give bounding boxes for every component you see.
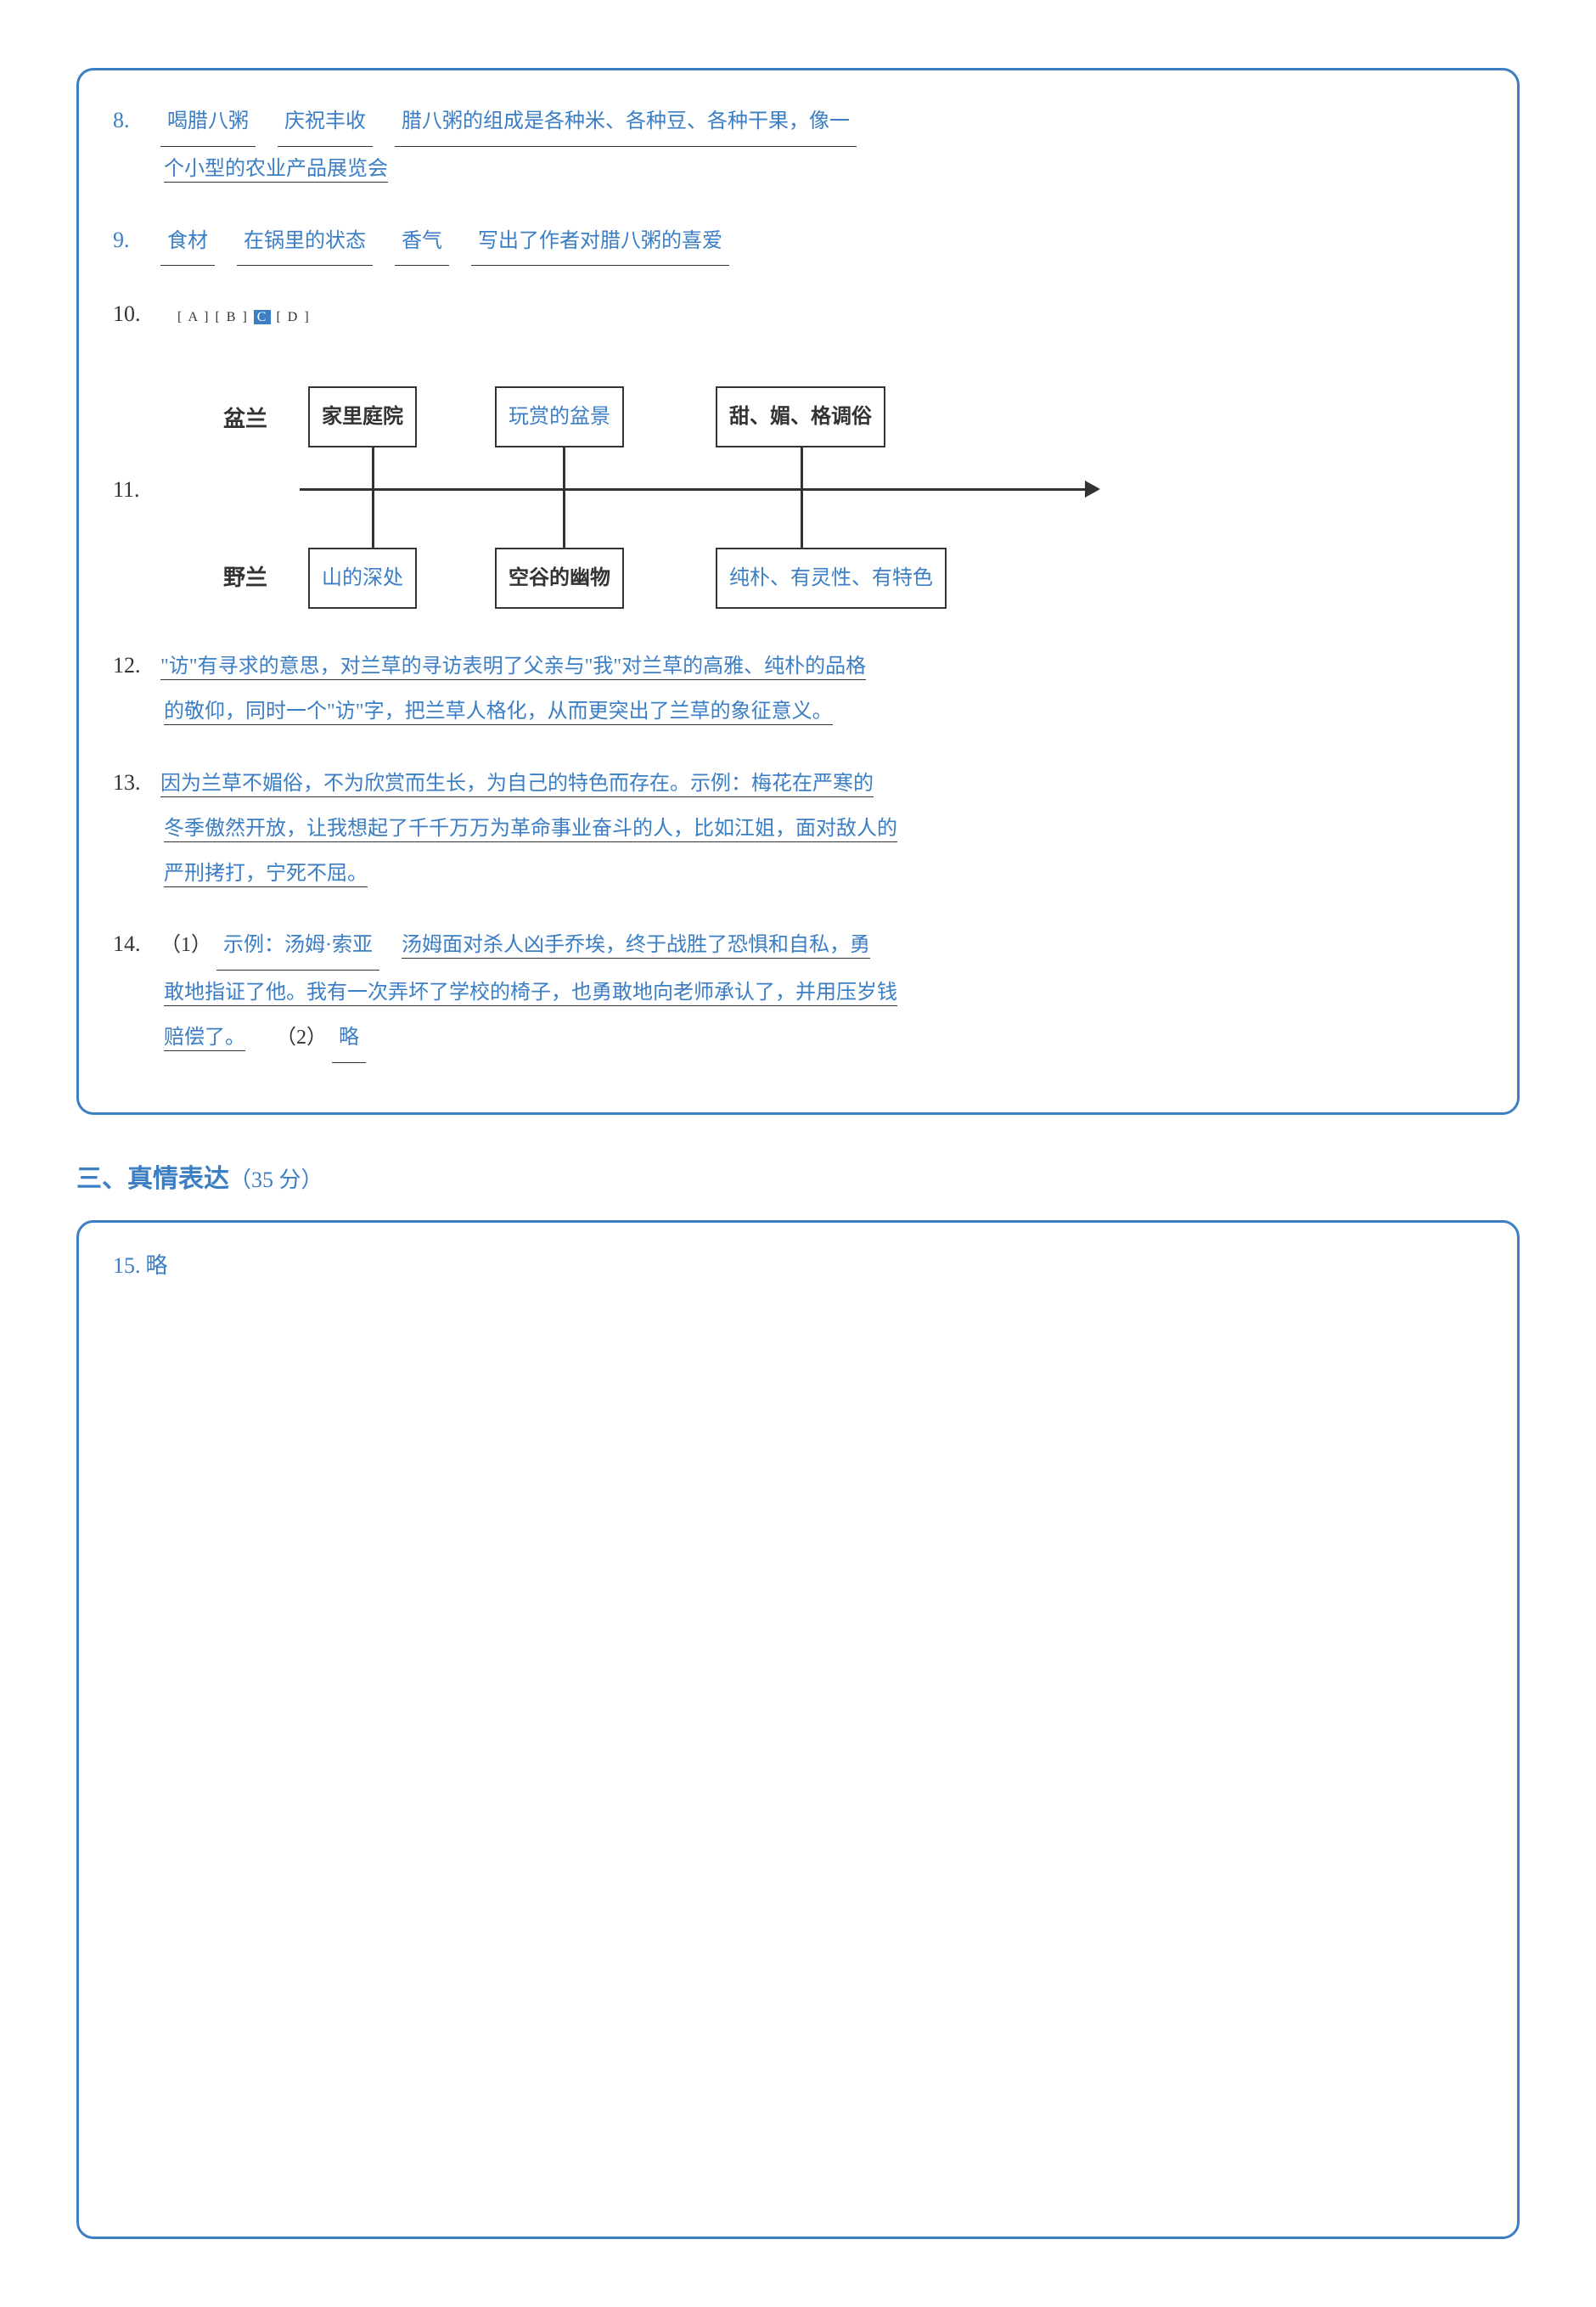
main-answer-box: 8. 喝腊八粥 庆祝丰收 腊八粥的组成是各种米、各种豆、各种干果，像一 个小型的…: [76, 68, 1520, 1115]
q14-sub1: （1）: [160, 934, 211, 956]
section-3-title: 三、真情表达（35 分）: [76, 1157, 1520, 1195]
qnum-14: 14.: [113, 920, 155, 968]
diagram-top-box-2: 玩赏的盆景: [495, 386, 624, 448]
q14-cont1: 敢地指证了他。我有一次弄坏了学校的椅子，也勇敢地向老师承认了，并用压岁钱: [113, 971, 1483, 1016]
qnum-8: 8.: [113, 96, 155, 144]
q15-text: 略: [146, 1253, 168, 1278]
q14-line2: 敢地指证了他。我有一次弄坏了学校的椅子，也勇敢地向老师承认了，并用压岁钱: [164, 982, 897, 1006]
q11-diagram: 盆兰 野兰 家里庭院 玩赏的盆景 甜、媚、格调俗 山的深处 空谷的幽物 纯朴、有…: [223, 380, 1157, 600]
q14-ans2: 略: [332, 1016, 366, 1063]
qnum-12: 12.: [113, 641, 155, 689]
q13-line2: 冬季傲然开放，让我想起了千千万万为革命事业奋斗的人，比如江姐，面对敌人的: [164, 818, 897, 842]
qnum-9: 9.: [113, 216, 155, 264]
diagram-bottom-box-3: 纯朴、有灵性、有特色: [716, 548, 947, 610]
q13-cont1: 冬季傲然开放，让我想起了千千万万为革命事业奋斗的人，比如江姐，面对敌人的: [113, 807, 1483, 852]
diagram-top-label: 盆兰: [223, 395, 267, 443]
qnum-11: 11.: [113, 465, 155, 514]
question-9: 9. 食材 在锅里的状态 香气 写出了作者对腊八粥的喜爱: [113, 216, 1483, 267]
question-11: 11. 盆兰 野兰 家里庭院 玩赏的盆景 甜、媚、格调俗 山的深处 空谷的幽物 …: [113, 363, 1483, 617]
q12-cont: 的敬仰，同时一个"访"字，把兰草人格化，从而更突出了兰草的象征意义。: [113, 689, 1483, 734]
q14-line3: 赔偿了。: [164, 1027, 245, 1051]
diagram-bottom-box-1: 山的深处: [308, 548, 417, 610]
arrow-head-icon: [1085, 481, 1100, 498]
question-15: 15. 略: [113, 1248, 1483, 1280]
question-8: 8. 喝腊八粥 庆祝丰收 腊八粥的组成是各种米、各种豆、各种干果，像一 个小型的…: [113, 96, 1483, 192]
q10-choices-before: [ A ] [ B ]: [177, 310, 249, 324]
qnum-13: 13.: [113, 758, 155, 807]
question-13: 13. 因为兰草不媚俗，不为欣赏而生长，为自己的特色而存在。示例：梅花在严寒的 …: [113, 758, 1483, 897]
q8-answer-1: 喝腊八粥: [160, 99, 256, 147]
section-3-points: （35 分）: [229, 1168, 323, 1192]
q9-answer-3: 香气: [395, 219, 449, 267]
diagram-bottom-label: 野兰: [223, 554, 267, 602]
qnum-10: 10.: [113, 290, 155, 338]
arrow-shaft: [300, 488, 1089, 491]
diagram-top-box-1: 家里庭院: [308, 386, 417, 448]
q8-answer-3: 腊八粥的组成是各种米、各种豆、各种干果，像一: [395, 99, 857, 147]
q14-ans1: 示例：汤姆·索亚: [216, 923, 379, 971]
q13-line1: 因为兰草不媚俗，不为欣赏而生长，为自己的特色而存在。示例：梅花在严寒的: [160, 773, 874, 797]
q10-choices-after: [ D ]: [276, 310, 310, 324]
q8-continuation: 个小型的农业产品展览会: [113, 147, 1483, 192]
q14-line1b: 汤姆面对杀人凶手乔埃，终于战胜了恐惧和自私，勇: [402, 934, 870, 959]
q14-cont2: 赔偿了。 （2） 略: [113, 1016, 1483, 1063]
q8-cont-text: 个小型的农业产品展览会: [164, 158, 388, 183]
question-10: 10. [ A ] [ B ] C [ D ]: [113, 290, 1483, 338]
q10-choices: [ A ] [ B ] C [ D ]: [177, 310, 311, 324]
diagram-bottom-box-2: 空谷的幽物: [495, 548, 624, 610]
q15-box: 15. 略: [76, 1220, 1520, 2239]
diagram-top-box-3: 甜、媚、格调俗: [716, 386, 885, 448]
q9-answer-2: 在锅里的状态: [237, 219, 373, 267]
section-3-title-text: 三、真情表达: [76, 1165, 229, 1193]
q9-answer-4: 写出了作者对腊八粥的喜爱: [471, 219, 729, 267]
q12-line1: "访"有寻求的意思，对兰草的寻访表明了父亲与"我"对兰草的高雅、纯朴的品格: [160, 656, 866, 680]
q8-answer-2: 庆祝丰收: [278, 99, 373, 147]
q13-cont2: 严刑拷打，宁死不屈。: [113, 852, 1483, 897]
q12-line2: 的敬仰，同时一个"访"字，把兰草人格化，从而更突出了兰草的象征意义。: [164, 701, 833, 725]
q9-answer-1: 食材: [160, 219, 215, 267]
q14-sub2: （2）: [276, 1027, 327, 1049]
question-12: 12. "访"有寻求的意思，对兰草的寻访表明了父亲与"我"对兰草的高雅、纯朴的品…: [113, 641, 1483, 734]
question-14: 14. （1） 示例：汤姆·索亚 汤姆面对杀人凶手乔埃，终于战胜了恐惧和自私，勇…: [113, 920, 1483, 1062]
q13-line3: 严刑拷打，宁死不屈。: [164, 863, 368, 887]
q10-selected: C: [254, 310, 272, 324]
qnum-15: 15.: [113, 1253, 141, 1278]
